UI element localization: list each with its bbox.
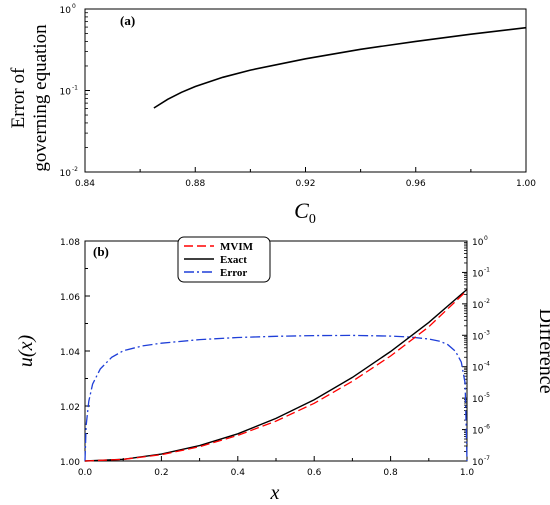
panel-a-y-tick-label: 10	[60, 6, 72, 16]
panel-b-chart: (b) 0.0 0.2 0.4 0.6 0.8 1.0 1.00 1.02 1.04 1.06 1…	[15, 235, 550, 504]
legend-box	[177, 236, 271, 283]
panel-a-y-tick-exponent: 0	[72, 3, 76, 10]
panel-a-x-ticks: 0.84 0.88 0.92 0.96 1.00	[75, 167, 536, 189]
panel-a-label: (a)	[120, 13, 135, 28]
panel-b-series-error-line	[84, 334, 468, 462]
panel-b-left-y-tick-label: 1.00	[60, 458, 80, 468]
panel-b-right-y-tick-label: 10	[472, 238, 484, 248]
panel-a-y-tick-label: 10	[60, 169, 72, 179]
panel-a-x-tick-label: 0.92	[295, 179, 315, 189]
panel-a-y-tick-exponent: -1	[72, 85, 78, 92]
panel-a-y-tick-exponent: -2	[72, 166, 78, 173]
panel-b-right-y-tick-label: 10	[472, 458, 484, 468]
panel-b-right-y-tick-label: 10	[472, 395, 484, 405]
panel-b-right-y-tick-label: 10	[472, 332, 484, 342]
panel-b-left-y-tick-label: 1.06	[60, 293, 80, 303]
legend-label: Exact	[220, 254, 247, 266]
panel-b-x-tick-label: 0.4	[231, 468, 246, 478]
panel-b-series	[84, 288, 468, 462]
panel-b-x-tick-label: 0.8	[383, 468, 398, 478]
panel-b-x-tick-label: 0.6	[307, 468, 322, 478]
panel-b-right-y-axis-label: Difference	[535, 308, 550, 393]
legend-label: MVIM	[220, 241, 254, 253]
panel-b-right-y-tick-exponent: -2	[484, 298, 490, 305]
panel-b-right-y-tick-exponent: -4	[484, 361, 490, 368]
panel-b-series-exact-line	[84, 288, 468, 462]
panel-b-label: (b)	[93, 244, 109, 259]
panel-a-y-axis-label-line2: governing equation	[30, 24, 51, 172]
panel-a-x-tick-label: 0.84	[75, 179, 95, 189]
panel-b-left-y-tick-label: 1.08	[60, 238, 80, 248]
panel-b-right-y-tick-label: 10	[472, 269, 484, 279]
panel-b-x-axis-label: x	[270, 482, 280, 504]
panel-b-right-y-tick-label: 10	[472, 364, 484, 374]
legend-label: Error	[220, 267, 247, 279]
panel-b-left-y-tick-label: 1.02	[60, 403, 80, 413]
panel-b-x-tick-label: 1.0	[460, 468, 475, 478]
panel-b-right-y-tick-exponent: -3	[484, 329, 490, 336]
panel-b-right-y-tick-exponent: -5	[484, 392, 490, 399]
panel-a-y-tick-label: 10	[60, 88, 72, 98]
panel-a-x-tick-label: 1.00	[516, 179, 536, 189]
panel-a-y-axis-label-line1: Error of	[8, 67, 29, 128]
panel-b-right-y-tick-exponent: -1	[484, 266, 490, 273]
panel-b-x-tick-label: 0.2	[154, 468, 168, 478]
panel-b-series-mvim-line	[84, 290, 468, 462]
panel-b-right-y-tick-label: 10	[472, 301, 484, 311]
panel-b-right-y-tick-label: 10	[472, 427, 484, 437]
panel-a-x-tick-label: 0.96	[406, 179, 426, 189]
panel-a-series	[153, 26, 527, 109]
panel-b-left-y-axis-label: u(x)	[15, 335, 37, 368]
panel-b-right-y-tick-exponent: -6	[484, 424, 490, 431]
panel-b-right-y-tick-exponent: -7	[484, 455, 490, 462]
panel-b-right-y-tick-exponent: 0	[484, 235, 488, 242]
panel-a-x-axis-label: C0	[294, 198, 316, 227]
panel-b-x-tick-label: 0.0	[78, 468, 93, 478]
panel-a-x-tick-label: 0.88	[185, 179, 205, 189]
panel-b-left-y-tick-label: 1.04	[60, 348, 80, 358]
panel-a-series-line	[153, 26, 527, 109]
